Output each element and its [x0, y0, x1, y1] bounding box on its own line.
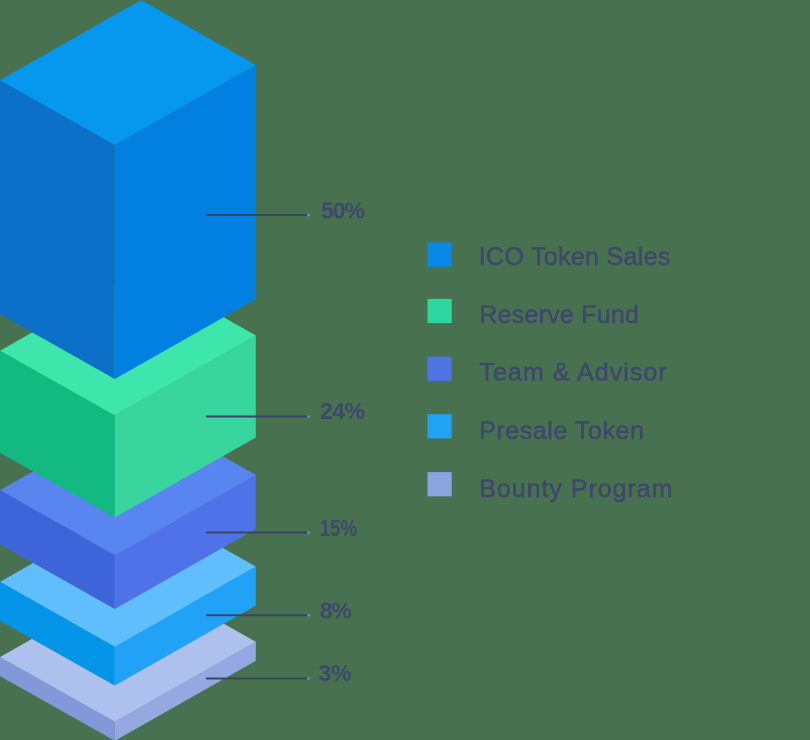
- svg-text:8%: 8%: [320, 598, 352, 624]
- svg-text:15%: 15%: [320, 516, 358, 541]
- svg-text:3%: 3%: [319, 660, 352, 686]
- svg-text:Reserve Fund: Reserve Fund: [479, 301, 639, 329]
- svg-text:ICO Token Sales: ICO Token Sales: [479, 243, 671, 271]
- svg-text:50%: 50%: [321, 198, 365, 224]
- svg-text:Bounty Program: Bounty Program: [479, 475, 672, 503]
- svg-text:Team & Advisor: Team & Advisor: [479, 359, 666, 387]
- svg-text:24%: 24%: [320, 398, 365, 424]
- svg-text:Presale Token: Presale Token: [479, 417, 644, 445]
